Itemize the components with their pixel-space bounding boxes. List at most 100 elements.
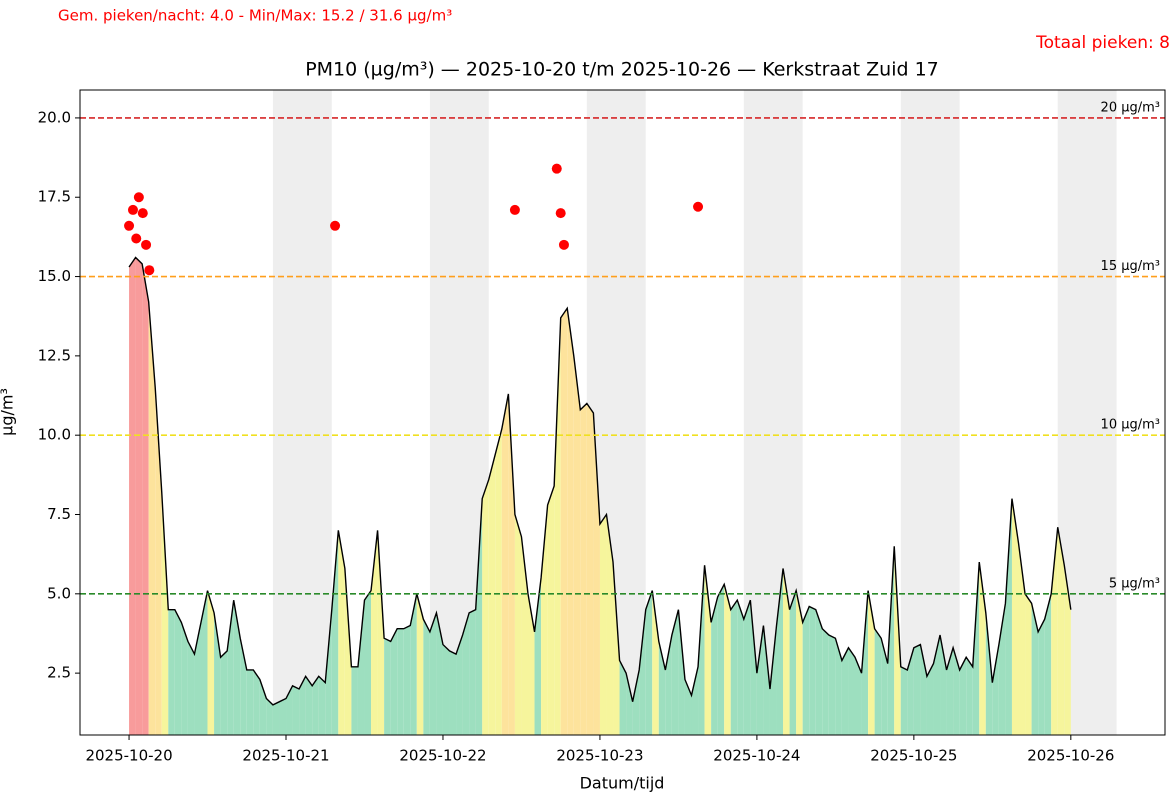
peak-marker bbox=[509, 204, 520, 215]
area-segment bbox=[704, 565, 712, 735]
area-segment bbox=[423, 619, 430, 735]
area-segment bbox=[769, 625, 777, 735]
area-segment bbox=[554, 317, 561, 735]
peak-marker bbox=[330, 220, 341, 231]
area-segment bbox=[796, 590, 803, 735]
area-segment bbox=[920, 644, 927, 735]
x-tick-label: 2025-10-26 bbox=[1027, 747, 1114, 765]
area-segment bbox=[227, 600, 234, 735]
area-segment bbox=[286, 685, 293, 735]
area-segment bbox=[403, 625, 411, 735]
annotation-right: Totaal pieken: 8 bbox=[1035, 33, 1170, 53]
area-segment bbox=[200, 590, 208, 735]
area-segment bbox=[678, 609, 685, 735]
area-segment bbox=[266, 698, 273, 735]
area-segment bbox=[390, 628, 398, 735]
area-segment bbox=[645, 590, 653, 735]
area-segment bbox=[482, 479, 489, 735]
reference-label: 5 µg/m³ bbox=[1109, 576, 1160, 591]
area-segment bbox=[462, 612, 470, 735]
area-segment bbox=[233, 600, 241, 735]
area-segment bbox=[671, 609, 679, 735]
area-segment bbox=[475, 498, 483, 735]
area-segment bbox=[194, 622, 201, 735]
y-axis-label: µg/m³ bbox=[0, 388, 17, 436]
area-segment bbox=[711, 596, 718, 735]
area-segment bbox=[593, 412, 600, 735]
peak-marker bbox=[693, 201, 704, 212]
area-segment bbox=[305, 676, 313, 735]
area-segment bbox=[573, 355, 581, 735]
night-band bbox=[900, 90, 960, 735]
area-segment bbox=[717, 584, 725, 735]
area-segment bbox=[181, 622, 188, 735]
area-segment bbox=[619, 660, 627, 735]
area-segment bbox=[214, 612, 221, 735]
area-segment bbox=[508, 393, 515, 735]
area-segment bbox=[1011, 498, 1019, 735]
area-segment bbox=[1064, 565, 1071, 735]
area-segment bbox=[220, 650, 228, 735]
area-segment bbox=[652, 590, 659, 735]
area-segment bbox=[750, 600, 757, 735]
peak-marker bbox=[124, 220, 135, 231]
area-segment bbox=[913, 644, 921, 735]
area-segment bbox=[560, 308, 568, 735]
area-segment bbox=[1005, 498, 1012, 735]
peak-marker bbox=[127, 204, 138, 215]
peak-marker bbox=[555, 208, 566, 219]
x-tick-label: 2025-10-20 bbox=[85, 747, 172, 765]
area-segment bbox=[429, 612, 437, 735]
area-segment bbox=[331, 530, 339, 735]
area-segment bbox=[665, 635, 672, 735]
area-segment bbox=[338, 530, 345, 735]
area-segment bbox=[959, 657, 967, 735]
y-tick-label: 10.0 bbox=[38, 426, 71, 444]
area-segment bbox=[312, 676, 319, 735]
area-segment bbox=[763, 625, 770, 735]
area-segment bbox=[606, 514, 614, 735]
area-segment bbox=[985, 612, 993, 735]
peak-marker bbox=[131, 233, 142, 244]
peak-marker bbox=[137, 208, 148, 219]
area-segment bbox=[364, 590, 372, 735]
area-segment bbox=[279, 698, 287, 735]
area-segment bbox=[344, 568, 352, 735]
y-tick-label: 2.5 bbox=[47, 664, 71, 682]
area-segment bbox=[789, 590, 797, 735]
area-segment bbox=[907, 647, 914, 735]
area-segment bbox=[534, 577, 542, 735]
area-segment bbox=[397, 628, 404, 735]
annotation-left: Gem. pieken/nacht: 4.0 - Min/Max: 15.2 /… bbox=[58, 7, 452, 25]
reference-label: 20 µg/m³ bbox=[1101, 100, 1160, 115]
area-segment bbox=[783, 568, 790, 735]
y-tick-label: 12.5 bbox=[38, 346, 71, 364]
area-segment bbox=[501, 393, 509, 735]
area-segment bbox=[815, 609, 823, 735]
y-tick-label: 20.0 bbox=[38, 108, 71, 126]
area-segment bbox=[1018, 543, 1026, 735]
x-tick-label: 2025-10-22 bbox=[399, 747, 486, 765]
area-segment bbox=[835, 638, 842, 735]
area-segment bbox=[495, 428, 502, 735]
chart-title: PM10 (µg/m³) — 2025-10-20 t/m 2025-10-26… bbox=[305, 59, 939, 81]
area-segment bbox=[527, 593, 535, 735]
area-segment bbox=[861, 590, 869, 735]
reference-label: 10 µg/m³ bbox=[1101, 418, 1160, 433]
area-segment bbox=[900, 666, 908, 735]
x-tick-label: 2025-10-24 bbox=[713, 747, 800, 765]
area-segment bbox=[972, 562, 980, 735]
area-segment bbox=[187, 641, 195, 735]
y-tick-label: 5.0 bbox=[47, 584, 71, 602]
area-segment bbox=[272, 701, 280, 735]
area-segment bbox=[129, 257, 136, 735]
area-segment bbox=[547, 485, 555, 735]
peak-marker bbox=[558, 239, 569, 250]
area-segment bbox=[521, 536, 528, 735]
area-segment bbox=[953, 647, 960, 735]
x-tick-label: 2025-10-21 bbox=[242, 747, 329, 765]
area-segment bbox=[926, 663, 934, 735]
area-segment bbox=[384, 638, 391, 735]
area-segment bbox=[868, 590, 875, 735]
